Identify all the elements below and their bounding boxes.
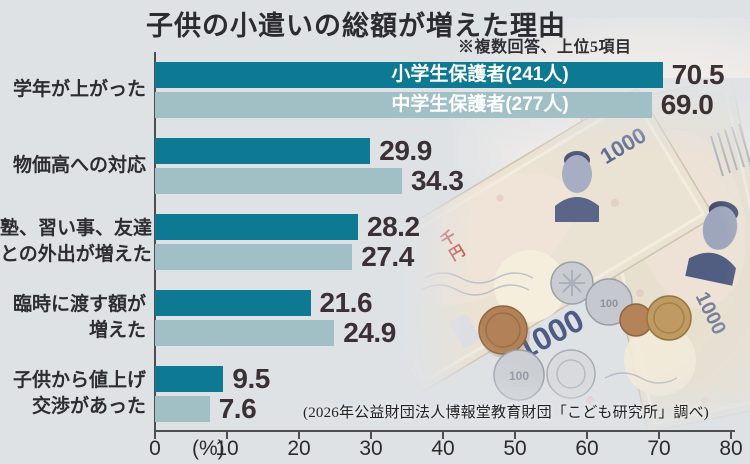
axis-tick-label: 50 bbox=[503, 437, 527, 460]
value-label: 9.5 bbox=[232, 363, 270, 394]
value-label: 28.2 bbox=[367, 211, 420, 242]
bar-row-elementary: 9.5 bbox=[155, 363, 270, 394]
category-label: 塾、習い事、友達 との外出が増えた bbox=[0, 218, 153, 265]
axis-tick-label: 20 bbox=[287, 437, 311, 460]
chart-title: 子供の小遣いの総額が増えた理由 bbox=[146, 11, 566, 41]
bar-row-junior: 24.9 bbox=[155, 317, 396, 348]
axis-tick-label: 70 bbox=[647, 437, 671, 460]
bar-junior: 中学生保護者(277人) bbox=[155, 92, 652, 118]
bar-junior bbox=[155, 396, 210, 422]
category-label: 子供から値上げ 交渉があった bbox=[12, 370, 146, 417]
bar-junior bbox=[155, 244, 353, 270]
bar-row-junior: 34.3 bbox=[155, 165, 464, 196]
bar-row-elementary: 21.6 bbox=[155, 287, 373, 318]
axis-tick-label: 30 bbox=[359, 437, 383, 460]
bar-junior bbox=[155, 168, 402, 194]
bar-elementary bbox=[155, 290, 311, 316]
axis-tick-label: 80 bbox=[719, 437, 743, 460]
survey-note: ※複数回答、上位5項目 bbox=[458, 39, 632, 56]
bar-row-elementary: 28.2 bbox=[155, 211, 420, 242]
bar-elementary bbox=[155, 214, 359, 240]
bar-row-elementary: 小学生保護者(241人) 70.5 bbox=[155, 59, 725, 90]
axis-tick-label: 10 bbox=[215, 437, 239, 460]
value-label: 70.5 bbox=[671, 59, 725, 90]
bar-row-junior: 27.4 bbox=[155, 241, 414, 272]
value-label: 34.3 bbox=[410, 165, 464, 196]
bar-elementary bbox=[155, 366, 224, 392]
plot-area: 小学生保護者(241人) 70.5 中学生保護者(277人) 69.0 29.9 34.3… bbox=[155, 55, 735, 435]
bar-row-elementary: 29.9 bbox=[155, 135, 432, 166]
category-labels: 学年が上がった 物価高への対応塾、習い事、友達 との外出が増えた 臨時に渡す額が 増えた… bbox=[0, 55, 153, 435]
y-axis-line bbox=[154, 52, 156, 432]
bar-elementary: 小学生保護者(241人) bbox=[155, 62, 663, 88]
legend-elementary-parents: 小学生保護者(241人) bbox=[391, 64, 569, 85]
value-label: 27.4 bbox=[361, 241, 414, 272]
value-label: 29.9 bbox=[379, 135, 432, 166]
legend-junior-high-parents: 中学生保護者(277人) bbox=[391, 94, 569, 115]
value-label: 21.6 bbox=[319, 287, 373, 318]
axis-tick-label: 0 bbox=[149, 437, 161, 460]
category-label: 臨時に渡す額が 増えた bbox=[12, 294, 146, 341]
source-credit: (2026年公益財団法人博報堂教育財団「こども研究所」調べ) bbox=[303, 405, 709, 421]
bar-row-junior: 7.6 bbox=[155, 393, 257, 424]
axis-unit-label: (%) bbox=[192, 437, 225, 460]
axis-tick bbox=[226, 430, 228, 439]
category-label: 物価高への対応 bbox=[12, 155, 146, 176]
axis-tick-label: 40 bbox=[431, 437, 455, 460]
value-label: 7.6 bbox=[218, 393, 257, 424]
axis-tick-label: 60 bbox=[575, 437, 599, 460]
axis-tick bbox=[370, 430, 372, 439]
axis-tick bbox=[298, 430, 300, 439]
axis-tick bbox=[154, 430, 156, 439]
bar-elementary bbox=[155, 138, 371, 164]
bar-junior bbox=[155, 320, 335, 346]
value-label: 69.0 bbox=[660, 89, 714, 120]
category-label: 学年が上がった bbox=[12, 79, 146, 100]
x-axis-ticks: 0 10 20 30 40 50 60 70 80 (%) bbox=[149, 430, 743, 464]
bar-row-junior: 中学生保護者(277人) 69.0 bbox=[155, 89, 714, 120]
value-label: 24.9 bbox=[343, 317, 396, 348]
